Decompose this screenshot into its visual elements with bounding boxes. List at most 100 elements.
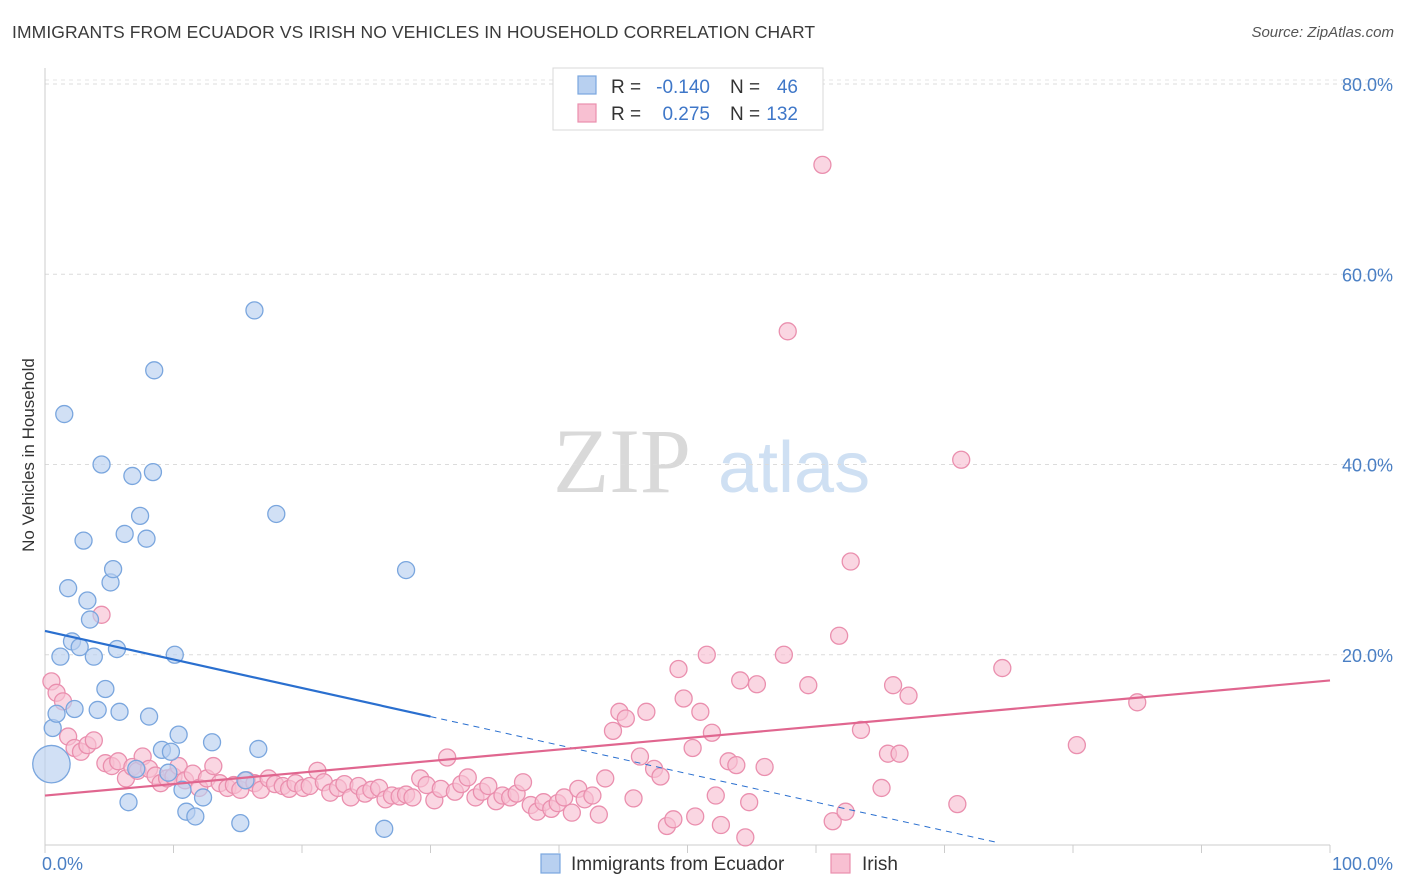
point-ecuador-20 (115, 524, 134, 544)
point-irish-113 (813, 155, 832, 175)
point-irish-77 (554, 788, 574, 807)
legend-swatch-ecuador (577, 75, 597, 95)
point-ecuador-10 (78, 591, 97, 610)
y-tick-label-40: 40.0% (1342, 456, 1393, 476)
point-irish-99 (697, 645, 716, 664)
point-ecuador-3 (55, 404, 74, 424)
legend-n-value-2: 132 (766, 104, 798, 125)
point-ecuador-9 (74, 531, 93, 550)
series-ecuador-points (32, 301, 416, 838)
chart-title: IMMIGRANTS FROM ECUADOR VS IRISH NO VEHI… (12, 22, 816, 42)
point-ecuador-31 (161, 742, 181, 761)
point-irish-83 (596, 769, 615, 788)
point-ecuador-30 (159, 763, 178, 782)
point-ecuador-28 (145, 361, 164, 380)
x-tick-label-0: 0.0% (42, 854, 83, 874)
point-irish-89 (637, 702, 656, 721)
axes (44, 68, 1331, 853)
point-irish-119 (872, 778, 891, 798)
point-ecuador-38 (202, 733, 222, 752)
bottom-legend-swatch-ecuador (540, 853, 561, 874)
point-irish-93 (664, 810, 683, 829)
point-irish-7 (84, 731, 103, 750)
trend-line-ecuador-extension (430, 716, 997, 843)
point-ecuador-6 (51, 647, 70, 666)
bottom-legend-swatch-irish (830, 853, 851, 874)
point-ecuador-23 (127, 759, 146, 779)
legend-r-value-1: -0.140 (656, 77, 710, 98)
bottom-legend-label-irish: Irish (862, 854, 898, 875)
point-irish-106 (736, 828, 755, 847)
point-irish-97 (686, 807, 705, 826)
point-irish-84 (603, 721, 623, 740)
point-irish-127 (1067, 735, 1087, 755)
point-ecuador-17 (103, 559, 123, 579)
bottom-legend: Immigrants from Ecuador Irish (540, 853, 898, 875)
bottom-legend-label-ecuador: Immigrants from Ecuador (571, 854, 785, 875)
point-irish-100 (702, 723, 722, 742)
point-ecuador-25 (137, 529, 156, 548)
point-irish-109 (755, 757, 774, 777)
point-ecuador-37 (193, 788, 213, 807)
point-ecuador-22 (123, 466, 142, 486)
point-ecuador-14 (92, 455, 111, 474)
legend-swatch-irish (577, 103, 597, 123)
legend-r-label-1: R = (611, 77, 641, 98)
point-irish-88 (630, 747, 650, 766)
point-irish-91 (651, 767, 670, 786)
point-ecuador-43 (267, 504, 286, 524)
point-ecuador-40 (236, 771, 255, 790)
point-ecuador-4 (58, 579, 78, 598)
tick-labels: 20.0% 40.0% 60.0% 80.0% 0.0% 100.0% (42, 75, 1393, 874)
trend-line-irish (44, 679, 1331, 797)
point-ecuador-34 (173, 780, 192, 799)
point-ecuador-24 (130, 506, 150, 526)
gridlines (45, 79, 1392, 656)
watermark-atlas: atlas (718, 428, 870, 508)
legend-box: R = -0.140 N = 46 R = 0.275 N = 132 (552, 67, 824, 131)
legend-r-value-2: 0.275 (662, 104, 710, 125)
point-irish-26 (204, 756, 223, 776)
point-irish-116 (836, 802, 855, 821)
point-irish-82 (589, 805, 608, 824)
point-irish-112 (799, 676, 818, 695)
point-irish-122 (890, 744, 909, 763)
point-ecuador-11 (80, 610, 100, 629)
point-ecuador-27 (143, 462, 163, 482)
legend-n-label-2: N = (730, 104, 760, 125)
point-irish-87 (624, 789, 643, 808)
point-ecuador-7 (65, 699, 84, 719)
point-irish-98 (691, 702, 710, 721)
point-irish-63 (458, 768, 477, 787)
point-irish-126 (993, 658, 1012, 678)
point-irish-114 (823, 812, 842, 831)
point-ecuador-44 (375, 819, 394, 838)
watermark-zip: ZIP (553, 410, 691, 512)
point-irish-105 (731, 671, 750, 690)
y-tick-label-20: 20.0% (1342, 646, 1393, 666)
trend-line-ecuador (44, 629, 431, 718)
point-irish-71 (513, 773, 533, 792)
legend-r-label-2: R = (611, 104, 641, 125)
point-irish-104 (727, 755, 746, 775)
point-irish-124 (948, 794, 967, 814)
point-ecuador-12 (84, 647, 103, 666)
x-tick-label-100: 100.0% (1332, 854, 1393, 874)
point-irish-108 (747, 675, 767, 694)
point-irish-125 (952, 450, 971, 469)
point-irish-123 (899, 686, 918, 705)
point-irish-81 (583, 786, 602, 805)
point-ecuador-19 (110, 702, 129, 721)
y-tick-label-60: 60.0% (1342, 265, 1393, 285)
trend-lines (44, 629, 1331, 843)
point-irish-96 (683, 738, 702, 758)
point-irish-95 (674, 689, 693, 708)
point-irish-94 (669, 659, 688, 679)
point-irish-60 (438, 748, 457, 767)
point-ecuador-33 (169, 725, 188, 744)
point-ecuador-15 (96, 679, 115, 699)
point-irish-55 (403, 788, 422, 807)
point-ecuador-42 (249, 739, 268, 759)
point-irish-111 (778, 322, 797, 341)
